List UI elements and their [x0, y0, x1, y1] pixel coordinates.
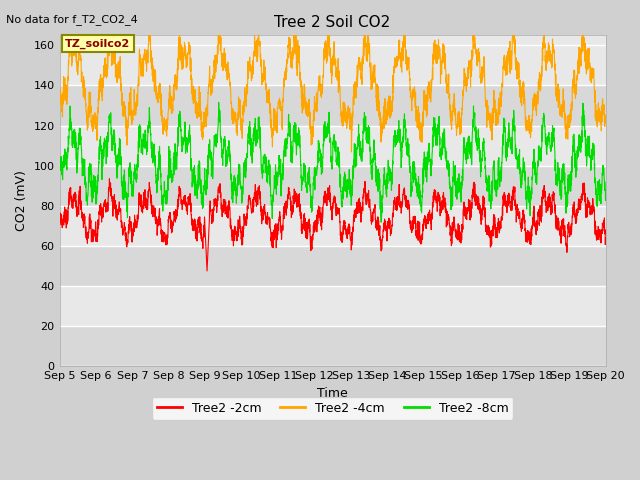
Legend: Tree2 -2cm, Tree2 -4cm, Tree2 -8cm: Tree2 -2cm, Tree2 -4cm, Tree2 -8cm — [152, 396, 513, 420]
Bar — [60, 326, 605, 366]
Bar — [60, 166, 605, 206]
Text: TZ_soilco2: TZ_soilco2 — [65, 39, 131, 49]
Title: Tree 2 Soil CO2: Tree 2 Soil CO2 — [275, 15, 391, 30]
Bar — [60, 206, 605, 246]
Bar — [60, 126, 605, 166]
Bar — [60, 286, 605, 326]
Bar — [60, 46, 605, 85]
Y-axis label: CO2 (mV): CO2 (mV) — [15, 170, 28, 231]
X-axis label: Time: Time — [317, 387, 348, 400]
Bar — [60, 246, 605, 286]
Bar — [60, 85, 605, 126]
Text: No data for f_T2_CO2_4: No data for f_T2_CO2_4 — [6, 14, 138, 25]
